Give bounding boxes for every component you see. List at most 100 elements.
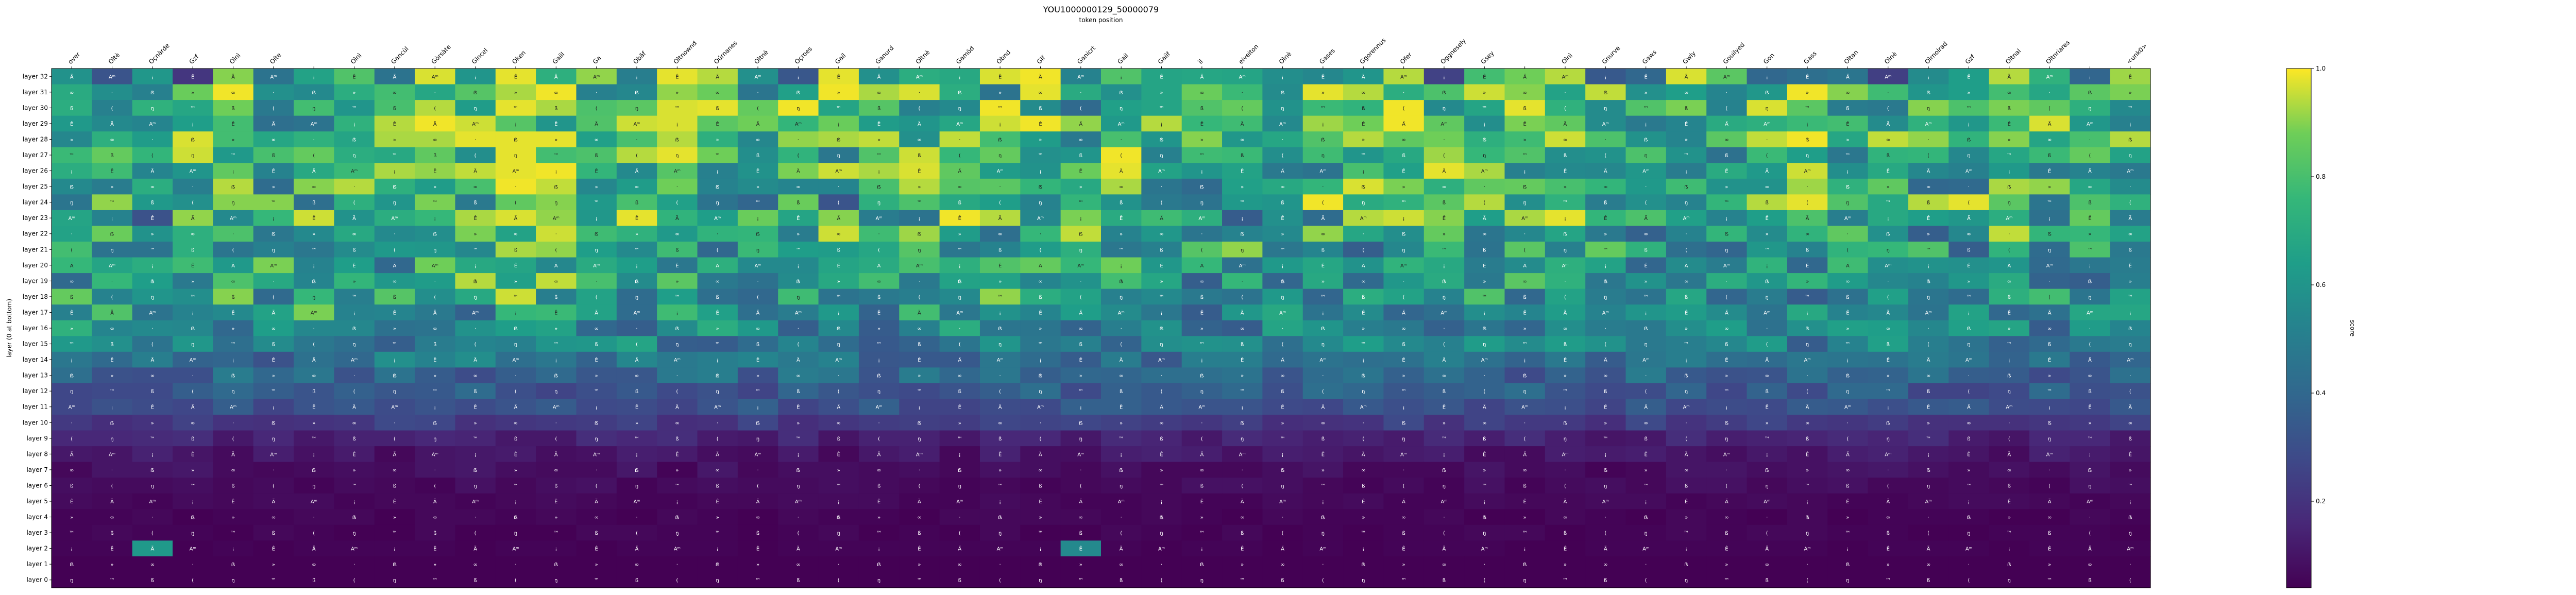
cell-annotation: Aᵐ	[916, 74, 923, 80]
heatmap-cell	[253, 147, 294, 163]
cell-annotation: Aᵐ	[876, 216, 883, 222]
cell-annotation: ß	[1160, 436, 1163, 442]
cell-annotation: Ê	[1079, 356, 1082, 363]
cell-annotation: »	[595, 373, 598, 379]
cell-annotation: ·	[1201, 420, 1202, 426]
cell-annotation: »	[1645, 279, 1648, 284]
cell-annotation: ẞ	[756, 420, 760, 426]
cell-annotation: ™	[1724, 389, 1729, 395]
cell-annotation: ¡	[313, 452, 315, 457]
cell-annotation: Ä	[998, 404, 1002, 411]
cell-annotation: Ä	[1564, 121, 1567, 127]
cell-annotation: ŋ	[1402, 247, 1405, 253]
y-tick-label: layer 26	[23, 167, 48, 175]
cell-annotation: ™	[1603, 247, 1608, 253]
cell-annotation: Ä	[433, 121, 437, 127]
cell-annotation: (	[1604, 342, 1606, 348]
cell-annotation: ·	[1928, 326, 1929, 332]
heatmap-cell	[576, 131, 617, 148]
cell-annotation: ŋ	[595, 436, 598, 442]
cell-annotation: (	[1282, 531, 1284, 536]
heatmap-cell	[899, 131, 940, 148]
cell-annotation: (	[717, 247, 719, 253]
cell-annotation: ·	[1121, 137, 1122, 143]
cell-annotation: ™	[1159, 106, 1164, 111]
cell-annotation: ·	[1524, 232, 1526, 237]
cell-annotation: (	[111, 483, 113, 489]
cell-annotation: Aᵐ	[1642, 169, 1649, 175]
cell-annotation: »	[998, 90, 1002, 96]
cell-annotation: Ê	[1079, 168, 1082, 175]
cell-annotation: ∞	[2007, 90, 2011, 96]
cell-annotation: »	[70, 137, 73, 143]
x-tick-label: Oìrnolrad	[1923, 40, 1948, 65]
cell-annotation: ß	[473, 200, 477, 206]
cell-annotation: (	[474, 342, 477, 348]
cell-annotation: ß	[796, 578, 800, 584]
cell-annotation: Aᵐ	[2127, 358, 2133, 363]
cell-annotation: (	[555, 436, 557, 442]
cell-annotation: Ê	[1160, 73, 1163, 80]
cell-annotation: Ä	[918, 498, 921, 505]
cell-annotation: ·	[192, 184, 194, 190]
cell-annotation: »	[918, 184, 921, 190]
cell-annotation: ™	[513, 483, 518, 489]
cell-annotation: Aᵐ	[311, 310, 317, 316]
cell-annotation: (	[1161, 578, 1163, 584]
heatmap-cell	[1181, 84, 1223, 100]
cell-annotation: ŋ	[756, 247, 759, 253]
cell-annotation: (	[353, 578, 355, 584]
cell-annotation: ß	[2048, 531, 2051, 536]
cell-annotation: »	[1281, 420, 1284, 426]
cell-annotation: Ê	[2129, 451, 2132, 457]
cell-annotation: Aᵐ	[1723, 452, 1730, 457]
cell-annotation: ẞ	[231, 562, 235, 568]
cell-annotation: (	[1120, 153, 1122, 159]
heatmap-cell	[1262, 115, 1303, 132]
heatmap-cell	[253, 163, 294, 179]
cell-annotation: ẞ	[595, 232, 599, 237]
y-tick-label: layer 18	[23, 293, 48, 300]
y-tick-label: layer 1	[26, 560, 48, 568]
heatmap-cell	[858, 69, 900, 85]
cell-annotation: »	[514, 279, 517, 284]
cell-annotation: Aᵐ	[593, 74, 600, 80]
cell-annotation: Ê	[716, 309, 719, 316]
cell-annotation: ∞	[1643, 232, 1648, 237]
cell-annotation: ™	[1320, 295, 1326, 300]
cell-annotation: Aᵐ	[1198, 216, 1205, 222]
cell-annotation: ß	[998, 247, 1002, 253]
cell-annotation: ∞	[1079, 326, 1083, 332]
cell-annotation: »	[393, 326, 396, 332]
x-tick-label: Ganicrt	[1076, 44, 1097, 65]
cell-annotation: Ä	[1483, 404, 1486, 411]
cell-annotation: Aᵐ	[512, 547, 519, 552]
heatmap-cell	[939, 115, 980, 132]
cell-annotation: ŋ	[433, 436, 436, 442]
cell-annotation: ẞ	[1079, 232, 1083, 237]
cell-annotation: ¡	[959, 452, 961, 457]
cell-annotation: ß	[1443, 200, 1446, 206]
cell-annotation: »	[1887, 562, 1890, 568]
cell-annotation: »	[756, 562, 759, 568]
cell-annotation: ¡	[1524, 547, 1526, 552]
y-tick-label: layer 30	[23, 104, 48, 111]
cell-annotation: ™	[836, 483, 841, 489]
cell-annotation: ∞	[1038, 468, 1042, 473]
cell-annotation: Ä	[837, 215, 840, 222]
cell-annotation: ŋ	[191, 153, 194, 159]
heatmap-cell	[1989, 100, 2030, 116]
cell-annotation: Ä	[1685, 451, 1688, 457]
cell-annotation: ß	[1443, 389, 1446, 395]
cell-annotation: ß	[554, 106, 557, 111]
cell-annotation: Ê	[1564, 356, 1567, 363]
heatmap-cell	[939, 100, 980, 116]
cell-annotation: ẞ	[675, 515, 680, 521]
cell-annotation: »	[433, 184, 436, 190]
cell-annotation: Ê	[1483, 262, 1486, 269]
cell-annotation: ™	[1320, 483, 1326, 489]
cell-annotation: (	[555, 247, 557, 253]
cell-annotation: ẞ	[1926, 468, 1930, 473]
heatmap-cell	[1222, 100, 1263, 116]
cell-annotation: ∞	[1442, 373, 1446, 379]
